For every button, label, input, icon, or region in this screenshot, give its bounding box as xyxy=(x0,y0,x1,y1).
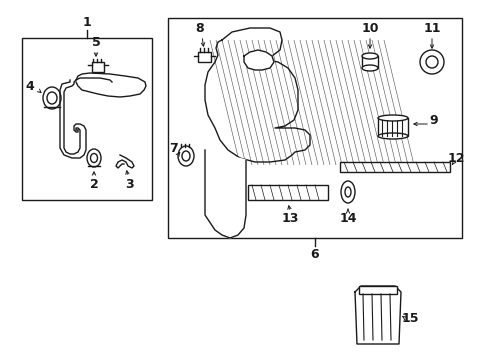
Text: 12: 12 xyxy=(447,152,464,165)
Ellipse shape xyxy=(377,115,407,121)
Bar xyxy=(198,52,210,62)
Text: 6: 6 xyxy=(310,248,319,261)
Ellipse shape xyxy=(361,53,377,59)
Text: 2: 2 xyxy=(89,177,98,190)
Bar xyxy=(339,162,449,172)
Text: 10: 10 xyxy=(361,22,378,35)
Ellipse shape xyxy=(340,181,354,203)
Polygon shape xyxy=(204,28,309,162)
Bar xyxy=(168,18,461,238)
Text: 5: 5 xyxy=(91,36,100,49)
Bar xyxy=(247,185,327,200)
Ellipse shape xyxy=(43,87,61,109)
Text: 3: 3 xyxy=(125,177,134,190)
Ellipse shape xyxy=(361,65,377,71)
Bar xyxy=(358,286,396,294)
Bar xyxy=(22,38,152,200)
Ellipse shape xyxy=(87,149,101,167)
Ellipse shape xyxy=(377,133,407,139)
Text: 8: 8 xyxy=(195,22,204,35)
Ellipse shape xyxy=(47,92,57,104)
Polygon shape xyxy=(244,50,273,70)
Ellipse shape xyxy=(182,151,190,161)
Circle shape xyxy=(419,50,443,74)
Ellipse shape xyxy=(345,187,350,197)
Text: 14: 14 xyxy=(339,211,356,225)
Text: 1: 1 xyxy=(82,15,91,28)
Text: 11: 11 xyxy=(423,22,440,35)
Bar xyxy=(92,62,104,72)
Bar xyxy=(377,118,407,136)
Polygon shape xyxy=(204,150,245,238)
Circle shape xyxy=(425,56,437,68)
Ellipse shape xyxy=(178,146,194,166)
Text: 7: 7 xyxy=(169,141,178,154)
Text: 13: 13 xyxy=(281,211,298,225)
Text: 9: 9 xyxy=(429,113,437,126)
Ellipse shape xyxy=(90,153,97,162)
Polygon shape xyxy=(354,286,400,344)
Bar xyxy=(361,56,377,68)
Text: 4: 4 xyxy=(25,80,34,93)
Text: 15: 15 xyxy=(401,311,418,324)
